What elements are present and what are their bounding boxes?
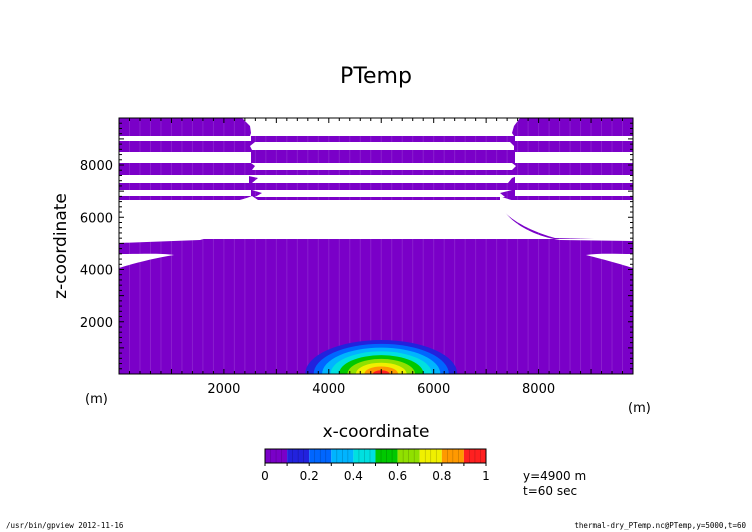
y-tick-label: 6000	[80, 211, 113, 226]
x-tick-label: 4000	[312, 382, 345, 397]
colorbar-segment-0.3	[331, 449, 354, 463]
colorbar-segment-0.6	[397, 449, 420, 463]
colorbar-tick-label: 0.2	[300, 469, 319, 483]
y-tick-label: 2000	[80, 316, 113, 331]
colorbar-tick-label: 0.4	[344, 469, 363, 483]
colorbar-segment-0.8	[441, 449, 464, 463]
x-axis-unit: (m)	[628, 401, 651, 416]
plot-frame	[118, 117, 634, 375]
x-tick-label: 2000	[207, 382, 240, 397]
y-tick-label: 4000	[80, 264, 113, 279]
thermal-bubble	[305, 340, 458, 374]
colorbar-segment-0.4	[353, 449, 376, 463]
y-axis: 2000 4000 6000 8000	[80, 117, 633, 375]
x-axis-label: x-coordinate	[323, 422, 430, 442]
x-axis: 2000 4000 6000 8000	[118, 118, 634, 397]
colorbar-segment-0	[265, 449, 288, 463]
colorbar-segment-0.9	[463, 449, 486, 463]
colorbar-segment-0.2	[309, 449, 332, 463]
colorbar-tick-label: 0	[261, 469, 269, 483]
colorbar-tick-label: 1	[482, 469, 490, 483]
x-tick-label: 6000	[417, 382, 450, 397]
colorbar-tick-label: 0.8	[432, 469, 451, 483]
y-axis-unit: (m)	[85, 392, 108, 407]
x-tick-label: 8000	[522, 382, 555, 397]
plot-area	[119, 118, 633, 374]
colorbar-segment-0.7	[419, 449, 442, 463]
footer-right: thermal-dry_PTemp.nc@PTemp,y=5000,t=60	[574, 521, 746, 530]
colorbar-tick-label: 0.6	[388, 469, 407, 483]
colorbar: 0 0.2 0.4 0.6 0.8 1	[261, 448, 490, 483]
annotation-t: t=60 sec	[523, 484, 577, 498]
colorbar-segment-0.1	[287, 449, 310, 463]
colorbar-segment-0.5	[375, 449, 398, 463]
y-axis-label: z-coordinate	[51, 193, 71, 299]
white-regions	[119, 118, 633, 268]
y-tick-label: 8000	[80, 159, 113, 174]
chart-title: PTemp	[340, 64, 412, 89]
grid-lines	[128, 118, 624, 374]
footer-left: /usr/bin/gpview 2012-11-16	[6, 521, 124, 530]
annotation-y: y=4900 m	[523, 469, 586, 483]
